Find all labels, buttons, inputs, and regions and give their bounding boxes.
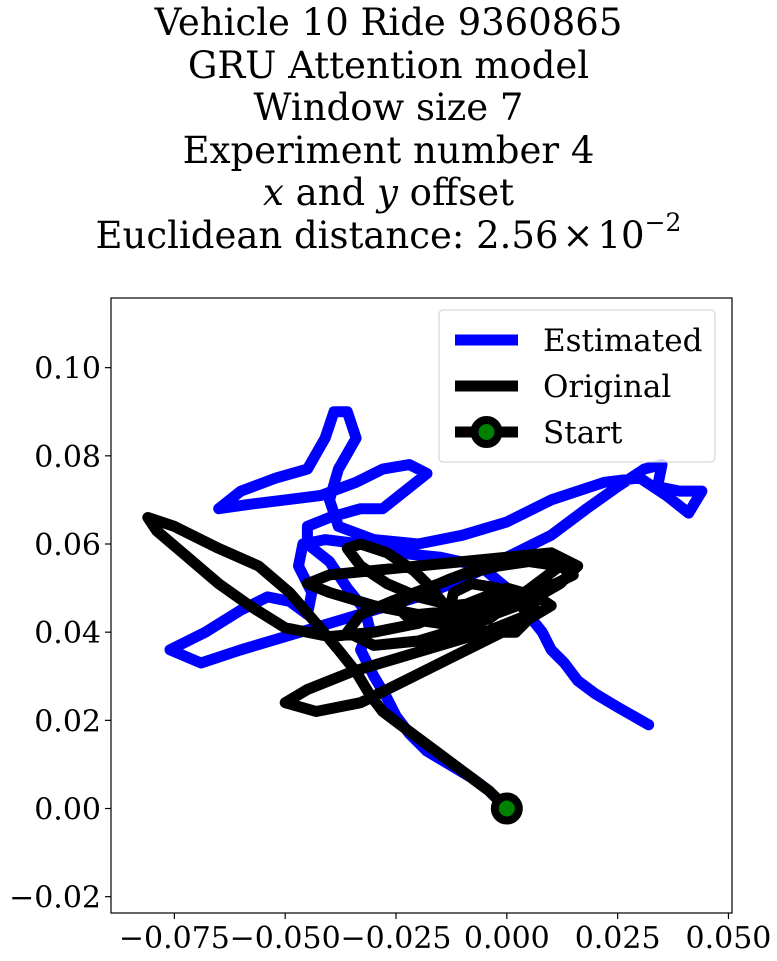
title-line-model: GRU Attention model <box>187 43 590 87</box>
x-tick-label: 0.000 <box>464 921 550 956</box>
y-tick-label: 0.00 <box>34 793 101 828</box>
title-line-window: Window size 7 <box>253 86 524 129</box>
x-tick-label: 0.050 <box>686 921 772 956</box>
legend-label: Start <box>543 415 623 451</box>
axis-layer: −0.075 −0.050 −0.025 0.000 0.025 0.050 −0.02 0.… <box>9 352 771 956</box>
y-tick-label: −0.02 <box>9 881 101 916</box>
y-tick-label: 0.04 <box>34 616 101 651</box>
title-line-distance: Euclidean distance: 2.56 × 10−2 <box>0 210 777 258</box>
title-offset-and: and <box>283 171 377 214</box>
title-line-offset: x and y offset <box>0 171 777 215</box>
title-distance-mantissa: 2.56 <box>476 213 559 257</box>
title-distance-prefix: Euclidean distance: <box>95 213 477 257</box>
title-line-experiment: Experiment number 4 <box>182 128 595 172</box>
title-var-y: y <box>377 171 398 214</box>
title-line-vehicle: Vehicle 10 Ride 9360865 <box>154 1 623 44</box>
x-tick-label: −0.050 <box>230 921 341 956</box>
plot-frame <box>110 297 733 914</box>
series-line-estimated <box>164 406 708 814</box>
legend-label: Estimated <box>543 323 702 359</box>
chart-title: Vehicle 10 Ride 9360865 GRU Attention mo… <box>0 1 777 258</box>
x-tick-label: 0.025 <box>575 921 661 956</box>
legend-label: Original <box>543 369 671 405</box>
legend-box <box>438 309 716 463</box>
title-var-x: x <box>263 171 284 214</box>
y-tick-label: 0.08 <box>34 440 101 475</box>
x-tick-label: −0.075 <box>119 921 230 956</box>
legend: Estimated Original Start <box>438 309 716 463</box>
title-distance-exponent: −2 <box>644 207 682 237</box>
y-tick-label: 0.10 <box>34 352 101 387</box>
start-marker <box>490 792 523 825</box>
series-line-original <box>142 512 584 814</box>
y-tick-label: 0.02 <box>34 704 101 739</box>
title-offset-tail: offset <box>397 171 514 214</box>
y-tick-label: 0.06 <box>34 528 101 563</box>
title-distance-base: 10 <box>597 213 645 257</box>
legend-start-marker <box>470 416 503 448</box>
title-distance-times: × <box>562 213 594 257</box>
x-tick-label: −0.025 <box>340 921 451 956</box>
series-layer <box>142 406 708 814</box>
